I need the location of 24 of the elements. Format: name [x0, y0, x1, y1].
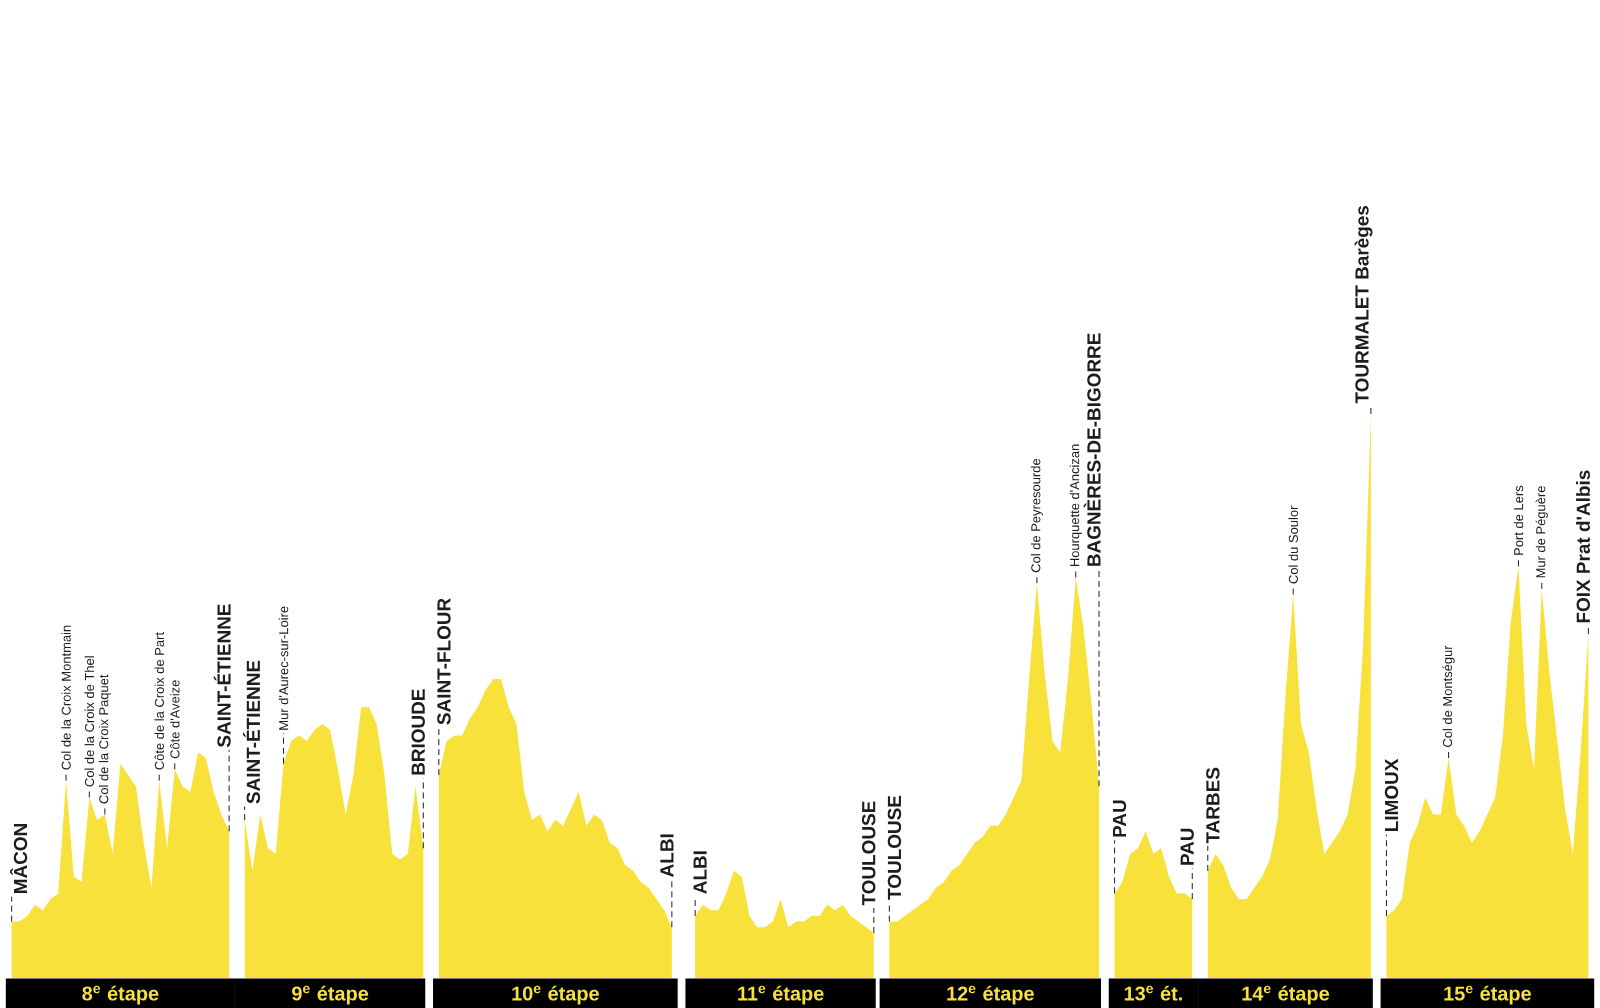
- annotation: TOULOUSE: [887, 795, 902, 900]
- x-tick-label: 15$^{e}$ étape: [1444, 985, 1531, 1005]
- x-tick-label: 8$^{e}$ étape: [82, 985, 159, 1005]
- annotation: LIMOUX: [1384, 758, 1399, 831]
- annotation: ALBI: [693, 851, 707, 894]
- annotation: ALBI: [660, 834, 674, 877]
- annotation: TOULOUSE: [862, 801, 876, 906]
- x-tick-label: 14$^{e}$ étape: [1242, 985, 1330, 1005]
- annotation: TARBES: [1206, 767, 1220, 844]
- annotation: SAINT-ÉTIENNE: [243, 660, 261, 804]
- annotation: BAGNÈRES-DE-BIGORRE: [1083, 333, 1101, 566]
- annotation: PAU: [1112, 800, 1127, 837]
- x-tick-label: 9$^{e}$ étape: [292, 985, 369, 1005]
- annotation: TOURMALET Barèges: [1354, 205, 1373, 404]
- annotation: SAINT-FLOUR: [437, 598, 451, 725]
- annotation: BRIOUDE: [411, 689, 425, 775]
- annotation: PAU: [1180, 828, 1194, 865]
- x-tick-label: 13$^{e}$ ét.: [1124, 985, 1182, 1001]
- annotation: FOIX Prat d'Albis: [1576, 470, 1590, 623]
- annotation: MÂCON: [10, 824, 28, 893]
- x-tick-label: 11$^{e}$ étape: [738, 985, 824, 1005]
- x-tick-label: 10$^{e}$ étape: [512, 985, 599, 1005]
- annotation: SAINT-ÉTIENNE: [213, 604, 231, 748]
- x-tick-label: 12$^{e}$ étape: [947, 985, 1034, 1005]
